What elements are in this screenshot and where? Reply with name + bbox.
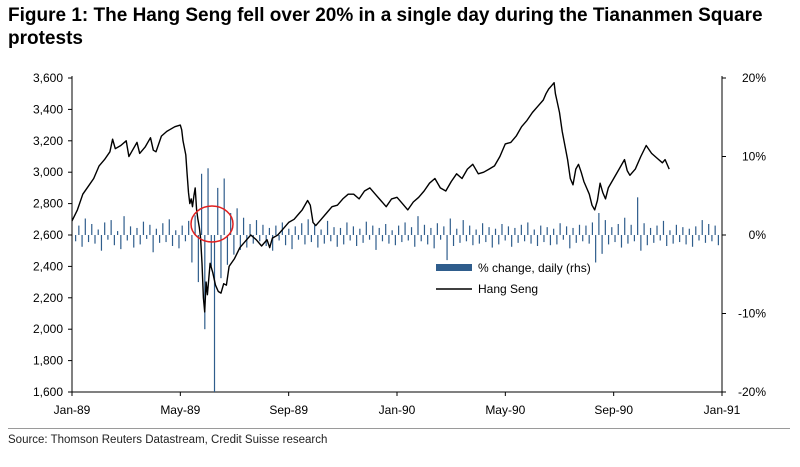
left-tick-label: 2,000 (33, 322, 63, 336)
left-tick-label: 3,200 (33, 134, 63, 148)
left-tick-label: 2,600 (33, 228, 63, 242)
left-tick-label: 3,600 (33, 71, 63, 85)
left-tick-label: 2,800 (33, 197, 63, 211)
left-tick-label: 3,400 (33, 102, 63, 116)
chart-area: 3,600 3,400 3,200 3,000 2,800 2,600 2,400 2,200… (33, 71, 766, 417)
right-tick-label: -10% (738, 307, 766, 321)
legend-line-label: Hang Seng (478, 282, 538, 296)
right-tick-label: -20% (738, 385, 766, 399)
footer-divider (8, 428, 790, 429)
daily-change-bars (75, 168, 719, 392)
hang-seng-line (71, 82, 670, 313)
source-note: Source: Thomson Reuters Datastream, Cred… (8, 434, 328, 446)
x-tick-label: Sep-89 (269, 403, 308, 417)
x-tick-label: May-90 (485, 403, 525, 417)
right-tick-label: 20% (742, 71, 766, 85)
left-tick-label: 2,200 (33, 291, 63, 305)
x-tick-label: May-89 (160, 403, 200, 417)
left-tick-label: 1,800 (33, 354, 63, 368)
x-tick-label: Sep-90 (594, 403, 633, 417)
legend-bar-label: % change, daily (rhs) (478, 261, 591, 275)
x-axis-ticks: Jan-89 May-89 Sep-89 Jan-90 May-90 Sep-90 Jan-… (54, 392, 741, 417)
left-axis-ticks: 3,600 3,400 3,200 3,000 2,800 2,600 2,400 2,200… (33, 71, 72, 399)
x-tick-label: Jan-90 (379, 403, 416, 417)
legend: % change, daily (rhs) Hang Seng (436, 261, 591, 296)
left-tick-label: 1,600 (33, 385, 63, 399)
x-tick-label: Jan-89 (54, 403, 91, 417)
x-tick-label: Jan-91 (704, 403, 741, 417)
right-axis-ticks: 20% 10% 0% -10% -20% (722, 71, 766, 399)
chart-title: Figure 1: The Hang Seng fell over 20% in… (8, 5, 763, 49)
left-tick-label: 2,400 (33, 259, 63, 273)
right-tick-label: 0% (749, 228, 767, 242)
left-tick-label: 3,000 (33, 165, 63, 179)
legend-bar-swatch (436, 264, 472, 271)
right-tick-label: 10% (742, 150, 766, 164)
highlight-circle (190, 205, 234, 243)
